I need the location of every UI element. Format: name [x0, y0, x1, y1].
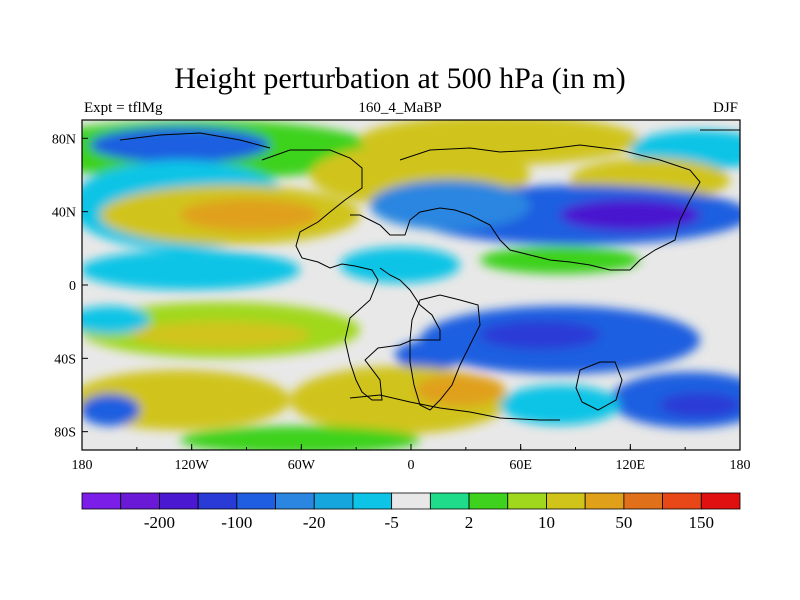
colorbar-label: 10	[538, 513, 555, 532]
y-tick-label: 80N	[52, 132, 76, 147]
colorbar-swatch	[546, 492, 586, 510]
colorbar-swatch	[700, 492, 741, 510]
x-tick-label: 180	[72, 458, 93, 473]
colorbar-label: 50	[615, 513, 632, 532]
colorbar-label: 2	[465, 513, 474, 532]
colorbar-label: -5	[385, 513, 399, 532]
colorbar-swatch	[584, 492, 625, 510]
colorbar-swatch	[275, 492, 315, 510]
colorbar-swatch	[197, 492, 238, 510]
colorbar-swatch	[623, 492, 663, 510]
experiment-label: Expt = tflMg	[84, 100, 163, 116]
x-tick-label: 120W	[175, 458, 210, 473]
colorbar-swatch	[352, 492, 393, 510]
colorbar-swatch	[120, 492, 160, 510]
colorbar-label: -100	[221, 513, 252, 532]
colorbar-label: 150	[689, 513, 715, 532]
height-perturbation-field	[82, 120, 740, 450]
x-tick-label: 60W	[288, 458, 316, 473]
colorbar-swatch	[468, 492, 509, 510]
x-tick-label: 0	[408, 458, 415, 473]
colorbar-label: -20	[303, 513, 326, 532]
colorbar-swatch	[81, 492, 122, 510]
colorbar-swatch	[507, 492, 547, 510]
x-tick-label: 60E	[509, 458, 532, 473]
colorbar-swatch	[313, 492, 354, 510]
y-tick-label: 0	[69, 279, 76, 294]
colorbar-label: -200	[144, 513, 175, 532]
colorbar-swatch	[391, 492, 431, 510]
colorbar-swatch	[159, 492, 199, 510]
season-label: DJF	[712, 100, 738, 116]
colorbar: -200 -100 -20 -5 2 10 50 150	[81, 492, 741, 532]
colorbar-swatch	[236, 492, 276, 510]
y-axis: 80N 40N 0 40S 80S	[52, 132, 88, 441]
y-tick-label: 40N	[52, 206, 76, 221]
y-tick-label: 40S	[54, 352, 76, 367]
x-axis: 180 120W 60W 0 60E 120E 180	[72, 444, 751, 473]
colorbar-swatch	[429, 492, 470, 510]
x-tick-label: 180	[730, 458, 751, 473]
x-tick-label: 120E	[616, 458, 646, 473]
run-label: 160_4_MaBP	[358, 100, 442, 116]
map-title: Height perturbation at 500 hPa (in m)	[174, 62, 626, 95]
colorbar-swatch	[662, 492, 702, 510]
y-tick-label: 80S	[54, 426, 76, 441]
